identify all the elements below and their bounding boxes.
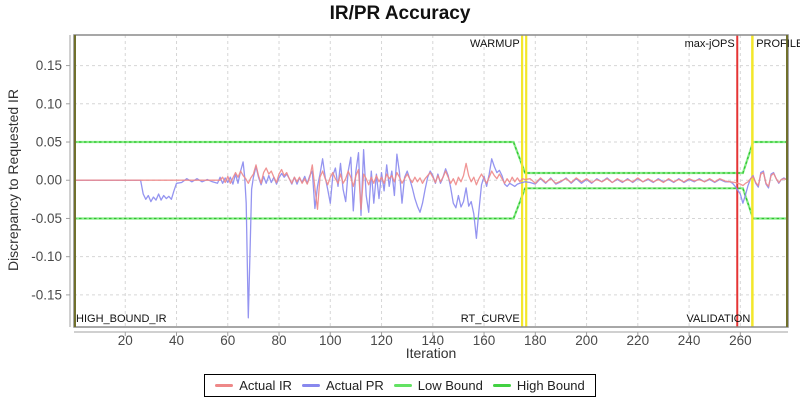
x-tick-label: 80 [272,333,287,348]
low-bound-line [74,187,788,220]
x-tick-label: 60 [220,333,235,348]
legend-label: Actual IR [239,378,292,393]
high-bound-line-dots [74,141,788,174]
x-tick-label: 220 [627,333,650,348]
x-tick-label: 40 [169,333,184,348]
x-tick-label: 180 [524,333,547,348]
low-bound-line-dots [74,187,788,220]
legend-item-actual-pr: Actual PR [301,378,384,393]
y-tick-label: 0.15 [36,58,62,73]
legend-item-high-bound: High Bound [492,378,585,393]
y-tick-label: 0.10 [36,96,62,111]
low-bound-line-swatch-icon [393,384,412,387]
legend-item-actual-ir: Actual IR [215,378,292,393]
annotation-warmup: WARMUP [470,38,520,50]
legend-item-low-bound: Low Bound [393,378,483,393]
legend-label: Actual PR [325,378,384,393]
legend-box: Actual IR Actual PR Low Bound High Bound [204,374,596,397]
x-axis-title: Iteration [405,345,457,361]
y-tick-label: 0.00 [36,173,62,188]
high-bound-line [74,140,788,175]
y-tick-label: -0.10 [31,249,62,264]
annotation-max-jops: max-jOPS [685,38,735,50]
x-tick-label: 240 [678,333,701,348]
x-tick-label: 100 [319,333,342,348]
annotation-profile: PROFILE [756,38,800,50]
actual-pr-line-swatch-icon [301,384,320,387]
actual-ir-line-swatch-icon [215,384,234,387]
x-tick-label: 20 [118,333,133,348]
chart-title: IR/PR Accuracy [329,3,471,24]
legend: Actual IR Actual PR Low Bound High Bound [0,374,800,397]
legend-label: Low Bound [417,378,483,393]
y-tick-label: 0.05 [36,135,62,150]
actual-ir-line [74,162,787,210]
x-tick-label: 140 [422,333,445,348]
actual-pr-line [74,149,787,319]
annotation-validation: VALIDATION [687,313,751,325]
legend-label: High Bound [516,378,585,393]
y-tick-label: -0.15 [31,287,62,302]
y-tick-label: -0.05 [31,211,62,226]
high-bound-line-swatch-icon [492,384,511,387]
x-tick-label: 260 [729,333,752,348]
x-tick-label: 160 [473,333,496,348]
x-tick-label: 120 [370,333,393,348]
annotation-high_bound_ir: HIGH_BOUND_IR [76,313,167,325]
annotation-rt_curve: RT_CURVE [461,313,520,325]
x-tick-label: 200 [575,333,598,348]
